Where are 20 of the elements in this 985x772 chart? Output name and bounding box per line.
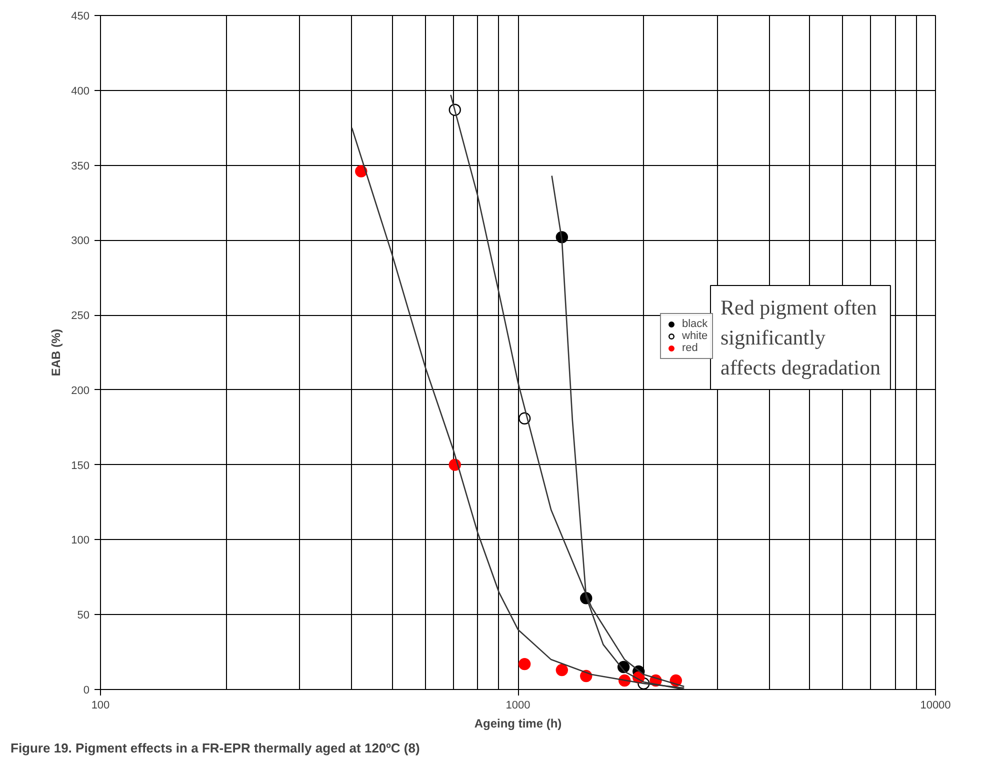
x-tick-label: 10000 xyxy=(920,700,951,712)
legend-label: black xyxy=(682,318,708,330)
y-tick-label: 400 xyxy=(71,85,90,98)
y-tick-label: 300 xyxy=(71,235,90,248)
legend-label: white xyxy=(682,330,708,342)
y-tick-label: 150 xyxy=(71,460,90,472)
x-axis-title: Ageing time (h) xyxy=(474,716,562,730)
y-axis-title: EAB (%) xyxy=(49,328,64,376)
y-tick-label: 250 xyxy=(71,310,90,322)
x-tick-label: 100 xyxy=(91,700,110,712)
legend-label: red xyxy=(682,342,699,354)
y-tick-label: 50 xyxy=(77,610,90,622)
y-tick-label: 450 xyxy=(71,10,90,22)
x-tick-label: 1000 xyxy=(506,700,530,712)
y-tick-label: 0 xyxy=(83,684,90,696)
annotation: Red pigment often significantly affects degradation xyxy=(720,296,881,380)
caption: Figure 19. Pigment effects in a FR-EPR thermally aged at 120ºC (8) xyxy=(10,740,420,756)
y-tick-label: 350 xyxy=(71,160,90,172)
y-tick-label: 200 xyxy=(71,384,90,397)
y-tick-label: 100 xyxy=(71,534,90,547)
